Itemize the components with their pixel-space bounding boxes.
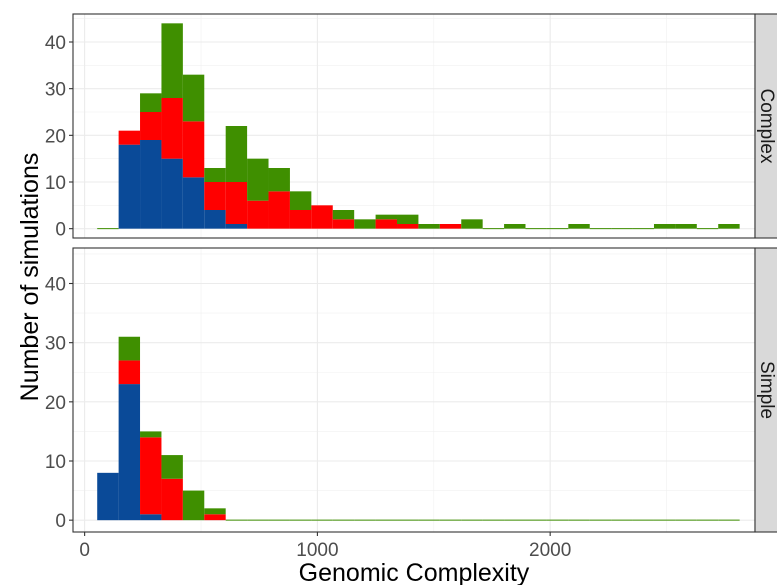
bar-segment — [182, 121, 205, 178]
bar-segment — [354, 219, 376, 229]
bar-segment — [439, 224, 462, 229]
bar-segment — [247, 200, 269, 229]
bar-segment — [675, 224, 697, 229]
panel-complex: 0 10 20 30 40 Complex — [45, 13, 777, 241]
facet-panels: 0 10 20 30 40 Complex 0 10 20 30 40 Simple — [45, 13, 777, 533]
y-tick-label: 30 — [45, 80, 66, 101]
bar-segment — [568, 224, 590, 229]
bar-segment — [161, 158, 183, 229]
bar-segment — [332, 219, 355, 229]
x-tick-label: 0 — [79, 540, 90, 561]
bar-segment — [140, 431, 162, 438]
bar-segment — [268, 168, 290, 192]
bar-segment — [397, 224, 419, 229]
bar-segment — [182, 490, 205, 521]
x-axis: 0 1000 2000 — [79, 532, 571, 561]
facet-strip — [754, 247, 777, 533]
y-tick-label: 0 — [55, 511, 66, 532]
bar-segment — [332, 210, 355, 220]
bar-segment — [418, 224, 440, 229]
bar-segment — [182, 177, 205, 229]
bar-segment — [289, 210, 312, 229]
x-axis-title: Genomic Complexity — [299, 559, 530, 585]
bar-segment — [247, 158, 269, 201]
bar-segment — [204, 514, 226, 521]
bar-segment — [118, 144, 141, 229]
bar-segment — [118, 130, 141, 145]
bar-segment — [653, 224, 676, 229]
bar-segment — [204, 508, 226, 515]
x-tick-label: 2000 — [529, 540, 571, 561]
bar-segment — [140, 112, 162, 140]
bar-segment — [225, 224, 248, 229]
bar-segment — [118, 360, 141, 385]
y-tick-label: 40 — [45, 33, 66, 54]
bar-segment — [118, 336, 141, 361]
bar-segment — [97, 472, 119, 521]
bar-segment — [375, 219, 398, 229]
y-tick-label: 10 — [45, 173, 66, 194]
bar-segment — [140, 93, 162, 112]
bar-segment — [161, 23, 183, 98]
bar-segment — [118, 384, 141, 521]
y-tick-label: 20 — [45, 393, 66, 414]
bar-segment — [375, 214, 398, 220]
bar-segment — [182, 74, 205, 122]
facet-strip-label: Complex — [756, 89, 777, 164]
bar-segment — [225, 182, 248, 224]
bar-segment — [225, 126, 248, 182]
bar-segment — [140, 140, 162, 229]
facet-strip-label: Simple — [756, 361, 777, 419]
facet-strip — [754, 13, 777, 239]
bar-segment — [204, 168, 226, 182]
y-tick-label: 10 — [45, 452, 66, 473]
bar-segment — [461, 219, 483, 229]
bar-segment — [504, 224, 526, 229]
y-tick-label: 30 — [45, 334, 66, 355]
bar-segment — [140, 514, 162, 521]
panel-background — [73, 248, 755, 532]
panel-simple: 0 10 20 30 40 Simple — [45, 247, 777, 533]
bar-segment — [289, 191, 312, 210]
bar-segment — [161, 478, 183, 521]
bar-segment — [311, 205, 333, 229]
bar-segment — [140, 437, 162, 515]
y-tick-label: 40 — [45, 275, 66, 296]
bar-segment — [161, 455, 183, 479]
bar-segment — [718, 224, 740, 229]
y-tick-label: 0 — [55, 220, 66, 241]
bar-segment — [161, 98, 183, 159]
y-tick-label: 20 — [45, 126, 66, 147]
bar-segment — [268, 191, 290, 229]
bar-segment — [204, 182, 226, 210]
bar-segment — [204, 210, 226, 229]
x-tick-label: 1000 — [296, 540, 338, 561]
bar-segment — [397, 214, 419, 224]
y-axis-title: Number of simulations — [16, 153, 44, 402]
